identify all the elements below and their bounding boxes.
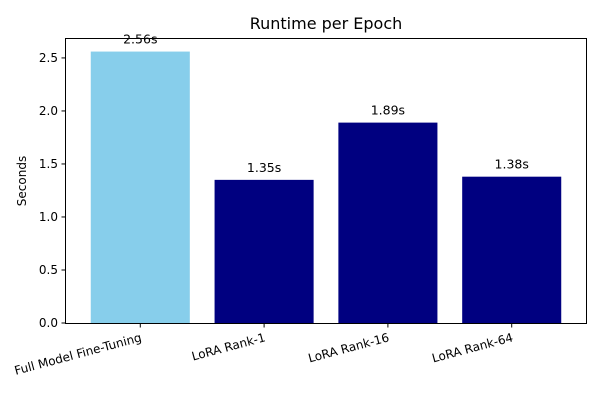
y-tick-label: 2.5 [39,51,58,65]
data-label-full-model-fine-tuning: 2.56s [123,32,157,47]
plot-frame [65,38,587,324]
y-tick-label: 0.0 [39,316,58,330]
chart-title: Runtime per Epoch [250,14,403,33]
data-label-lora-rank-16: 1.89s [371,103,405,118]
data-labels-group: 2.56s 1.35s 1.89s 1.38s [123,32,529,175]
y-tick-label: 1.0 [39,210,58,224]
y-axis-label: Seconds [15,156,29,206]
y-tick-label: 2.0 [39,104,58,118]
bar-lora-rank-64 [462,176,562,323]
y-axis-ticks: 0.0 0.5 1.0 1.5 2.0 2.5 [39,51,66,330]
bar-full-model-fine-tuning [90,51,190,323]
y-tick-label: 1.5 [39,157,58,171]
data-label-lora-rank-64: 1.38s [495,157,529,172]
y-tick-label: 0.5 [39,263,58,277]
bars-group [90,51,562,323]
data-label-lora-rank-1: 1.35s [247,160,281,175]
bar-lora-rank-1 [214,179,314,323]
bar-lora-rank-16 [338,122,438,323]
